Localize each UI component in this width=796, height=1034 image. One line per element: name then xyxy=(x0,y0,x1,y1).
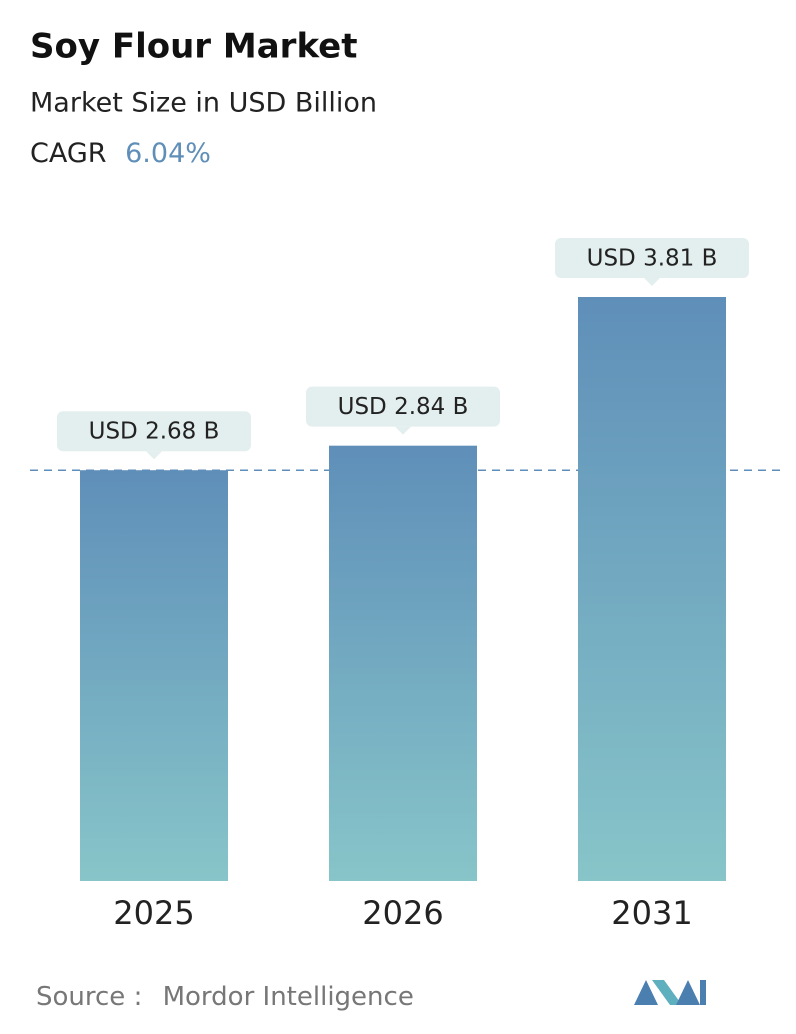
x-tick-label: 2026 xyxy=(362,894,443,932)
source-name: Mordor Intelligence xyxy=(163,982,414,1012)
cagr-label: CAGR xyxy=(30,138,107,169)
source: Source : Mordor Intelligence xyxy=(36,982,414,1012)
value-label-pointer xyxy=(146,451,162,460)
value-label-box xyxy=(57,411,251,452)
x-tick-label: 2031 xyxy=(611,894,692,932)
chart-subtitle: Market Size in USD Billion xyxy=(30,88,377,119)
bar xyxy=(329,445,477,881)
chart-title: Soy Flour Market xyxy=(30,27,357,67)
cagr: CAGR 6.04% xyxy=(30,138,211,169)
cagr-value: 6.04% xyxy=(125,138,211,169)
value-label: USD 2.68 B xyxy=(89,419,220,445)
bar xyxy=(80,470,228,881)
value-label-box xyxy=(306,386,500,427)
x-tick-label: 2025 xyxy=(113,894,194,932)
logo xyxy=(634,980,706,1005)
value-label-box xyxy=(555,238,749,278)
bar xyxy=(578,297,726,881)
source-label: Source : xyxy=(36,982,142,1012)
value-label: USD 2.84 B xyxy=(338,394,469,420)
value-label-pointer xyxy=(644,278,660,286)
value-label: USD 3.81 B xyxy=(587,246,718,272)
value-label-pointer xyxy=(395,426,411,435)
